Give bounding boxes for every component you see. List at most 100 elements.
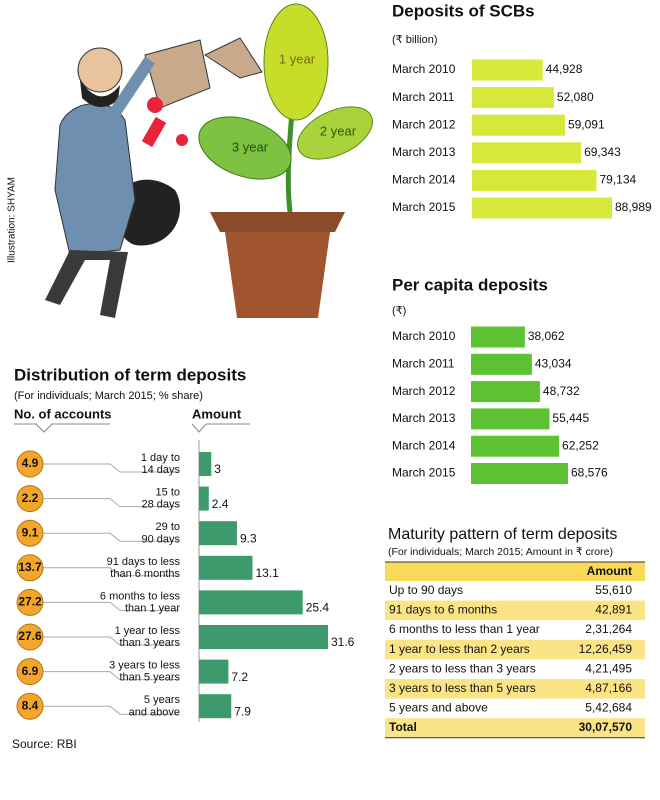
row-band xyxy=(385,600,645,621)
row-label: Up to 90 days xyxy=(389,583,463,597)
percent-dot xyxy=(147,97,163,113)
table-subtitle: (For individuals; March 2015; Amount in … xyxy=(388,546,613,558)
leader-line xyxy=(43,567,178,577)
leader-line xyxy=(43,498,178,508)
value-label: 2.4 xyxy=(212,497,229,511)
bar xyxy=(199,590,303,615)
dot-label: 4.9 xyxy=(22,456,39,470)
leader-line xyxy=(43,463,178,473)
spout xyxy=(203,37,263,79)
illustration-credit: Illustration: SHYAM xyxy=(7,177,18,263)
value-label: 79,134 xyxy=(599,173,636,187)
bar xyxy=(472,59,543,81)
arm xyxy=(105,56,155,124)
row-value: 4,21,495 xyxy=(585,661,632,675)
category-label: 3 years to less than 5 years xyxy=(109,659,180,683)
account-dot xyxy=(16,588,44,616)
leaf xyxy=(263,3,329,121)
category-label: March 2011 xyxy=(392,90,455,104)
watering-can xyxy=(144,39,211,109)
category-label: March 2012 xyxy=(392,117,456,131)
category-label: March 2010 xyxy=(392,329,456,343)
leader-line xyxy=(43,636,178,646)
category-label: 91 days to less than 6 months xyxy=(107,556,181,580)
chart-title: Deposits of SCBs xyxy=(392,1,535,20)
bar xyxy=(199,694,232,719)
value-label: 9.3 xyxy=(240,531,257,545)
account-dot xyxy=(16,658,44,686)
row-band xyxy=(385,639,645,660)
bar xyxy=(472,87,554,109)
dot-label: 27.2 xyxy=(18,595,42,609)
leaf xyxy=(198,116,292,180)
leader-line xyxy=(43,532,178,542)
bar xyxy=(199,521,237,546)
dot-label: 8.4 xyxy=(22,698,39,712)
leaf-label: 3 year xyxy=(232,139,269,154)
category-label: March 2013 xyxy=(392,411,456,425)
bar xyxy=(199,625,328,649)
bar xyxy=(471,435,560,457)
account-dot xyxy=(16,485,44,513)
bar xyxy=(471,353,532,375)
bar xyxy=(472,142,582,164)
category-label: March 2012 xyxy=(392,384,456,398)
value-label: 7.2 xyxy=(231,670,248,684)
value-label: 52,080 xyxy=(557,90,594,104)
bar xyxy=(471,463,568,484)
row-label: 5 years and above xyxy=(389,701,488,715)
dot-label: 27.6 xyxy=(18,629,42,643)
value-label: 68,576 xyxy=(571,466,608,480)
value-label: 55,445 xyxy=(552,411,589,425)
row-label: 3 years to less than 5 years xyxy=(389,681,536,695)
bar xyxy=(472,169,597,191)
bar xyxy=(199,555,253,580)
category-label: March 2015 xyxy=(392,466,456,480)
shirt xyxy=(54,103,136,256)
value-label: 59,091 xyxy=(568,117,605,131)
bar xyxy=(471,326,525,348)
row-band xyxy=(385,718,645,738)
leaf xyxy=(297,106,373,160)
category-label: 6 months to less than 1 year xyxy=(100,590,181,614)
category-label: March 2015 xyxy=(392,200,456,214)
value-label: 31.6 xyxy=(331,635,355,649)
value-label: 13.1 xyxy=(255,566,279,580)
legs xyxy=(45,250,128,318)
table-header xyxy=(385,562,645,581)
illustration: 1 year 2 year 3 year Illustration: SHYAM xyxy=(7,3,373,318)
account-dot xyxy=(16,450,44,478)
bar xyxy=(199,659,229,684)
bar xyxy=(472,114,565,136)
account-dot xyxy=(16,519,44,547)
header-pointer xyxy=(14,423,110,433)
chart-subtitle: (For individuals; March 2015; % share) xyxy=(14,390,203,402)
pot xyxy=(225,232,330,318)
category-label: 29 to 90 days xyxy=(141,521,180,545)
chart-title: Per capita deposits xyxy=(392,275,548,294)
value-label: 48,732 xyxy=(543,384,580,398)
category-label: March 2014 xyxy=(392,438,456,452)
row-value: 12,26,459 xyxy=(579,642,633,656)
dot-label: 9.1 xyxy=(22,525,39,539)
column-header: Amount xyxy=(587,564,632,578)
beard xyxy=(80,80,120,108)
account-dot xyxy=(16,554,44,582)
row-label: Total xyxy=(389,720,417,734)
row-label: 91 days to 6 months xyxy=(389,603,497,617)
row-value: 42,891 xyxy=(595,603,632,617)
dot-label: 6.9 xyxy=(22,664,39,678)
row-value: 5,42,684 xyxy=(585,701,632,715)
row-label: 6 months to less than 1 year xyxy=(389,622,540,636)
source: Source: RBI xyxy=(12,737,77,751)
leaf-label: 1 year xyxy=(279,51,316,66)
legend-label: Amount xyxy=(192,406,242,421)
leader-line xyxy=(43,671,178,681)
category-label: March 2013 xyxy=(392,145,456,159)
value-label: 44,928 xyxy=(546,62,583,76)
category-label: 1 year to less than 3 years xyxy=(115,625,181,649)
value-label: 25.4 xyxy=(306,601,330,615)
category-label: 15 to 28 days xyxy=(141,486,180,510)
value-label: 7.9 xyxy=(234,704,251,718)
percent-dot xyxy=(176,134,188,146)
